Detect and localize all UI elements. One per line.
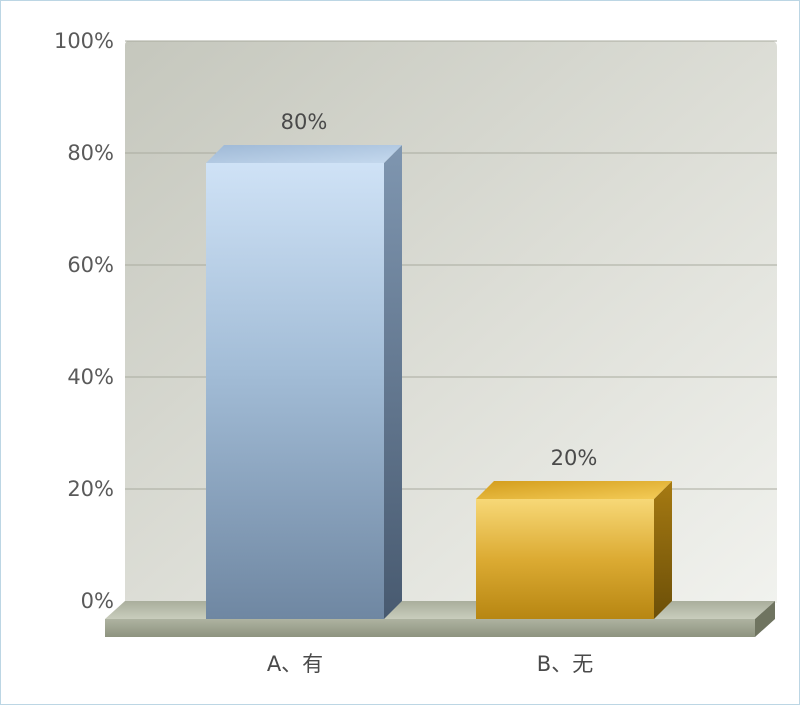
bar-side (384, 145, 402, 619)
data-label: 20% (551, 446, 598, 470)
y-tick-label: 40% (67, 365, 114, 389)
x-tick-label: A、有 (267, 652, 323, 676)
bar-top (206, 145, 402, 163)
floor-side (755, 601, 775, 637)
x-tick-label: B、无 (537, 652, 593, 676)
bar-top (476, 481, 672, 499)
bar (206, 163, 384, 619)
y-tick-label: 20% (67, 477, 114, 501)
y-tick-label: 0% (81, 589, 114, 613)
y-tick-label: 80% (67, 141, 114, 165)
floor-front (105, 619, 755, 637)
floor-top (105, 601, 775, 619)
y-tick-label: 60% (67, 253, 114, 277)
y-tick-label: 100% (54, 29, 114, 53)
data-label: 80% (281, 110, 328, 134)
bar-side (654, 481, 672, 619)
bar (476, 499, 654, 619)
